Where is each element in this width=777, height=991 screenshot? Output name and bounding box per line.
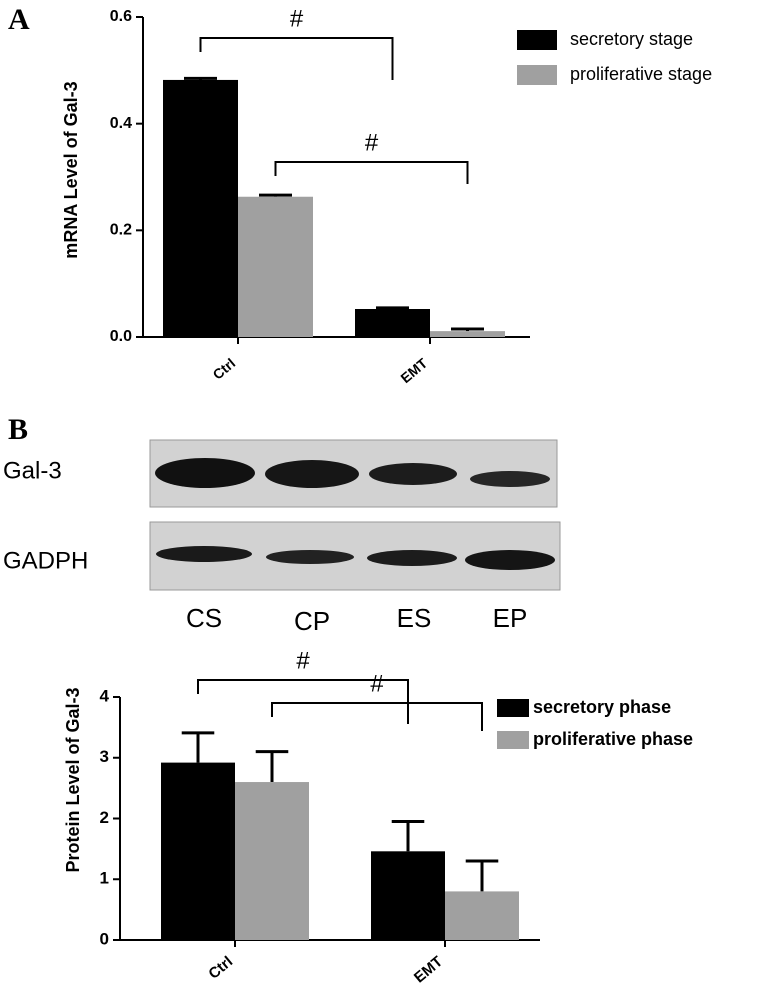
y-tick-label: 0.2: [110, 222, 132, 239]
blot-lane-label: ES: [397, 603, 432, 633]
panel-label: B: [8, 413, 28, 446]
legend-label: secretory phase: [533, 697, 671, 717]
bar: [163, 79, 238, 337]
significance-bracket: [271, 702, 483, 731]
y-tick-label: 0: [100, 929, 109, 948]
y-axis-label: Protein Level of Gal-3: [63, 687, 83, 872]
y-tick-label: 0.6: [110, 8, 132, 25]
panel-label: A: [8, 3, 30, 36]
x-tick-label: Ctrl: [210, 355, 239, 383]
x-tick-label: EMT: [397, 355, 430, 387]
blot-band: [265, 460, 359, 488]
significance-bracket: [199, 37, 394, 80]
blot-lane-label: CP: [294, 606, 330, 636]
legend-swatch: [497, 731, 529, 749]
legend-label: secretory stage: [570, 29, 693, 49]
x-tick-label: Ctrl: [205, 953, 236, 983]
blot-band: [465, 550, 555, 570]
legend-swatch: [517, 30, 557, 50]
y-tick-label: 0.4: [110, 115, 132, 132]
legend-swatch: [517, 65, 557, 85]
x-tick-label: EMT: [411, 953, 446, 986]
blot-band: [156, 546, 252, 562]
blot-row-label: Gal-3: [3, 457, 62, 484]
y-tick-label: 2: [100, 808, 109, 827]
significance-bracket: [274, 161, 469, 184]
bar: [238, 196, 313, 337]
blot-band: [155, 458, 255, 488]
significance-mark: #: [290, 5, 304, 32]
blot-band: [367, 550, 457, 566]
significance-mark: #: [365, 129, 379, 156]
legend-swatch: [497, 699, 529, 717]
blot-lane-label: EP: [493, 603, 528, 633]
y-tick-label: 0.0: [110, 328, 132, 345]
significance-mark: #: [296, 647, 310, 674]
blot-band: [369, 463, 457, 485]
y-tick-label: 3: [100, 747, 109, 766]
blot-lane-label: CS: [186, 603, 222, 633]
legend-label: proliferative phase: [533, 729, 693, 749]
y-axis-label: mRNA Level of Gal-3: [61, 81, 81, 258]
blot-band: [470, 471, 550, 487]
bar: [445, 891, 519, 940]
y-tick-label: 4: [100, 686, 110, 705]
bar: [355, 309, 430, 337]
bar: [371, 851, 445, 940]
bar: [235, 782, 309, 940]
western-blot: [149, 439, 561, 591]
bar: [161, 762, 235, 940]
blot-band: [266, 550, 354, 564]
significance-mark: #: [370, 670, 384, 697]
bar: [430, 331, 505, 337]
y-tick-label: 1: [100, 869, 109, 888]
blot-row-label: GADPH: [3, 547, 88, 574]
legend-label: proliferative stage: [570, 64, 712, 84]
